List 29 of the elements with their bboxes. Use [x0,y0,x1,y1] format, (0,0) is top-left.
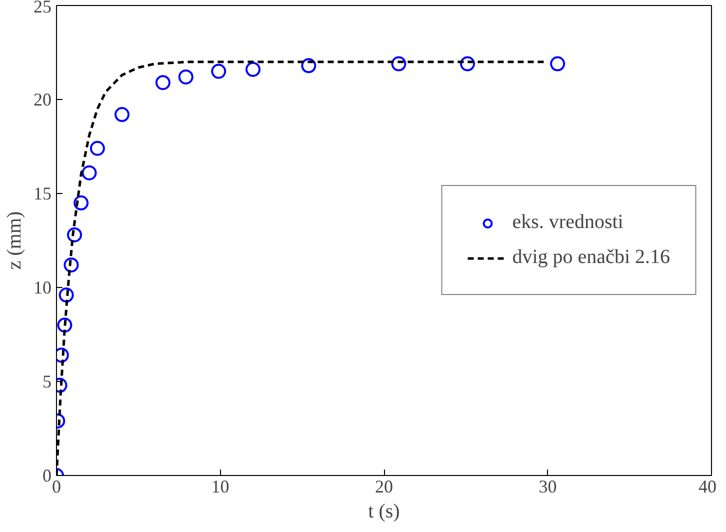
x-tick-label: 30 [538,476,557,496]
x-tick-label: 40 [698,476,716,496]
point [211,64,226,79]
y-tick-label: 25 [34,0,52,16]
point [82,165,97,180]
point [114,107,130,122]
point [301,58,316,74]
y-tick-label: 20 [34,90,52,110]
x-tick-label: 20 [375,476,393,496]
x-tick-label: 10 [211,476,230,496]
point [155,75,170,90]
y-tick-label: 5 [42,372,52,392]
point [67,227,82,242]
point [90,140,105,156]
point [178,69,194,84]
point [246,62,260,77]
y-tick-label: 15 [34,184,52,204]
y-tick-label: 10 [34,278,52,298]
legend-label: eks. vrednosti [512,211,624,234]
point [58,288,74,303]
point [460,56,476,72]
point [57,318,72,333]
point [74,195,89,210]
y-axis-title: z (mm) [4,211,26,270]
point [550,56,566,72]
point [64,257,79,272]
point [391,56,406,72]
x-axis-title: t (s) [368,500,400,522]
legend-label: dvig po enačbi 2.16 [512,246,670,269]
